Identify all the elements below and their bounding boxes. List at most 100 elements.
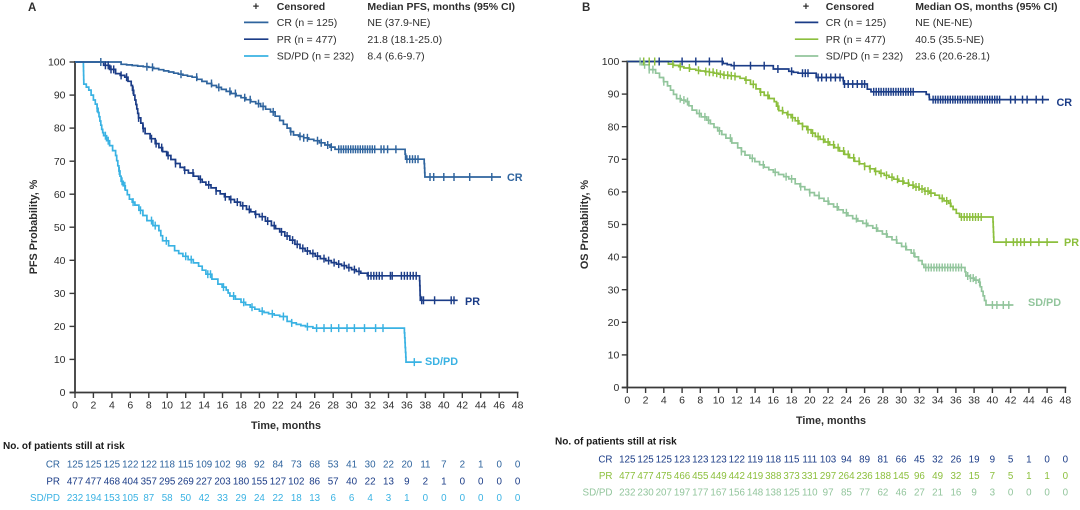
svg-text:32: 32 [364, 400, 376, 412]
svg-text:4: 4 [109, 400, 115, 412]
svg-text:102: 102 [214, 460, 230, 471]
svg-text:0: 0 [478, 477, 484, 488]
svg-text:9: 9 [971, 488, 976, 499]
svg-text:1: 1 [478, 460, 483, 471]
svg-text:123: 123 [692, 455, 709, 466]
svg-text:22: 22 [272, 493, 283, 504]
svg-text:CR: CR [598, 455, 612, 466]
svg-text:PR: PR [599, 471, 613, 482]
svg-text:22: 22 [365, 477, 376, 488]
svg-text:22: 22 [822, 395, 834, 407]
svg-text:60: 60 [608, 187, 620, 199]
svg-text:41: 41 [346, 460, 357, 471]
svg-text:227: 227 [196, 477, 212, 488]
svg-text:12: 12 [180, 400, 192, 412]
svg-text:15: 15 [969, 471, 980, 482]
svg-text:40: 40 [54, 255, 66, 267]
svg-text:0: 0 [1044, 488, 1050, 499]
svg-text:123: 123 [710, 455, 727, 466]
svg-text:153: 153 [104, 493, 121, 504]
svg-text:38: 38 [968, 395, 980, 407]
svg-text:194: 194 [85, 493, 102, 504]
svg-text:48: 48 [1060, 395, 1072, 407]
svg-text:6: 6 [349, 493, 355, 504]
svg-text:6: 6 [679, 395, 685, 407]
svg-text:Median OS, months (95% CI): Median OS, months (95% CI) [915, 1, 1057, 13]
svg-text:1: 1 [441, 477, 446, 488]
svg-text:+: + [803, 1, 809, 13]
svg-text:0: 0 [1008, 488, 1014, 499]
svg-text:62: 62 [877, 488, 888, 499]
svg-text:122: 122 [729, 455, 745, 466]
svg-text:Censored: Censored [277, 1, 325, 13]
svg-text:PFS Probability, %: PFS Probability, % [28, 179, 40, 274]
svg-text:0: 0 [496, 460, 502, 471]
svg-text:115: 115 [784, 455, 800, 466]
svg-text:B: B [582, 2, 590, 14]
svg-text:7: 7 [990, 471, 995, 482]
svg-text:OS Probability, %: OS Probability, % [579, 180, 591, 270]
svg-text:8: 8 [146, 400, 152, 412]
svg-text:100: 100 [48, 57, 66, 69]
svg-text:68: 68 [309, 460, 320, 471]
svg-text:30: 30 [346, 400, 358, 412]
svg-text:10: 10 [608, 350, 620, 362]
svg-text:40: 40 [608, 252, 620, 264]
svg-text:32: 32 [950, 471, 961, 482]
svg-text:16: 16 [767, 395, 779, 407]
svg-text:18: 18 [291, 493, 302, 504]
svg-text:70: 70 [608, 154, 620, 166]
svg-text:46: 46 [493, 400, 505, 412]
svg-text:4: 4 [367, 493, 373, 504]
svg-text:19: 19 [969, 455, 980, 466]
svg-text:NE (37.9-NE): NE (37.9-NE) [367, 17, 430, 29]
svg-text:0: 0 [60, 387, 66, 399]
svg-text:2: 2 [423, 477, 428, 488]
svg-text:49: 49 [932, 471, 943, 482]
svg-text:30: 30 [54, 288, 66, 300]
svg-text:0: 0 [1026, 488, 1032, 499]
svg-text:28: 28 [877, 395, 889, 407]
svg-text:CR: CR [1057, 97, 1073, 109]
svg-text:125: 125 [637, 455, 654, 466]
svg-text:2: 2 [90, 400, 96, 412]
svg-text:0: 0 [460, 477, 466, 488]
svg-text:0: 0 [613, 382, 619, 394]
svg-text:Time, months: Time, months [796, 415, 866, 427]
svg-text:404: 404 [122, 477, 139, 488]
svg-text:125: 125 [67, 460, 84, 471]
svg-text:10: 10 [713, 395, 725, 407]
svg-text:125: 125 [85, 460, 102, 471]
svg-text:125: 125 [104, 460, 121, 471]
svg-text:4: 4 [661, 395, 667, 407]
svg-text:105: 105 [122, 493, 139, 504]
svg-text:295: 295 [159, 477, 176, 488]
svg-text:40: 40 [987, 395, 999, 407]
svg-text:58: 58 [162, 493, 173, 504]
svg-text:57: 57 [328, 477, 339, 488]
svg-text:87: 87 [143, 493, 154, 504]
svg-text:13: 13 [383, 477, 394, 488]
svg-text:232: 232 [619, 488, 635, 499]
svg-text:CR: CR [46, 460, 60, 471]
svg-text:188: 188 [875, 471, 892, 482]
svg-text:6: 6 [127, 400, 133, 412]
svg-text:SD/PD: SD/PD [425, 356, 458, 368]
svg-text:156: 156 [729, 488, 746, 499]
svg-text:203: 203 [214, 477, 231, 488]
svg-text:53: 53 [328, 460, 339, 471]
svg-text:122: 122 [122, 460, 138, 471]
svg-text:SD/PD: SD/PD [583, 488, 613, 499]
svg-text:SD/PD (n = 232): SD/PD (n = 232) [826, 51, 903, 63]
svg-text:80: 80 [608, 121, 620, 133]
svg-text:232: 232 [67, 493, 83, 504]
svg-text:11: 11 [420, 460, 430, 471]
svg-text:3: 3 [386, 493, 392, 504]
svg-text:145: 145 [893, 471, 910, 482]
svg-text:26: 26 [859, 395, 871, 407]
svg-text:118: 118 [765, 455, 781, 466]
svg-text:Median PFS, months (95% CI): Median PFS, months (95% CI) [367, 1, 515, 13]
svg-text:44: 44 [475, 400, 487, 412]
svg-text:0: 0 [515, 477, 521, 488]
svg-text:20: 20 [254, 400, 266, 412]
